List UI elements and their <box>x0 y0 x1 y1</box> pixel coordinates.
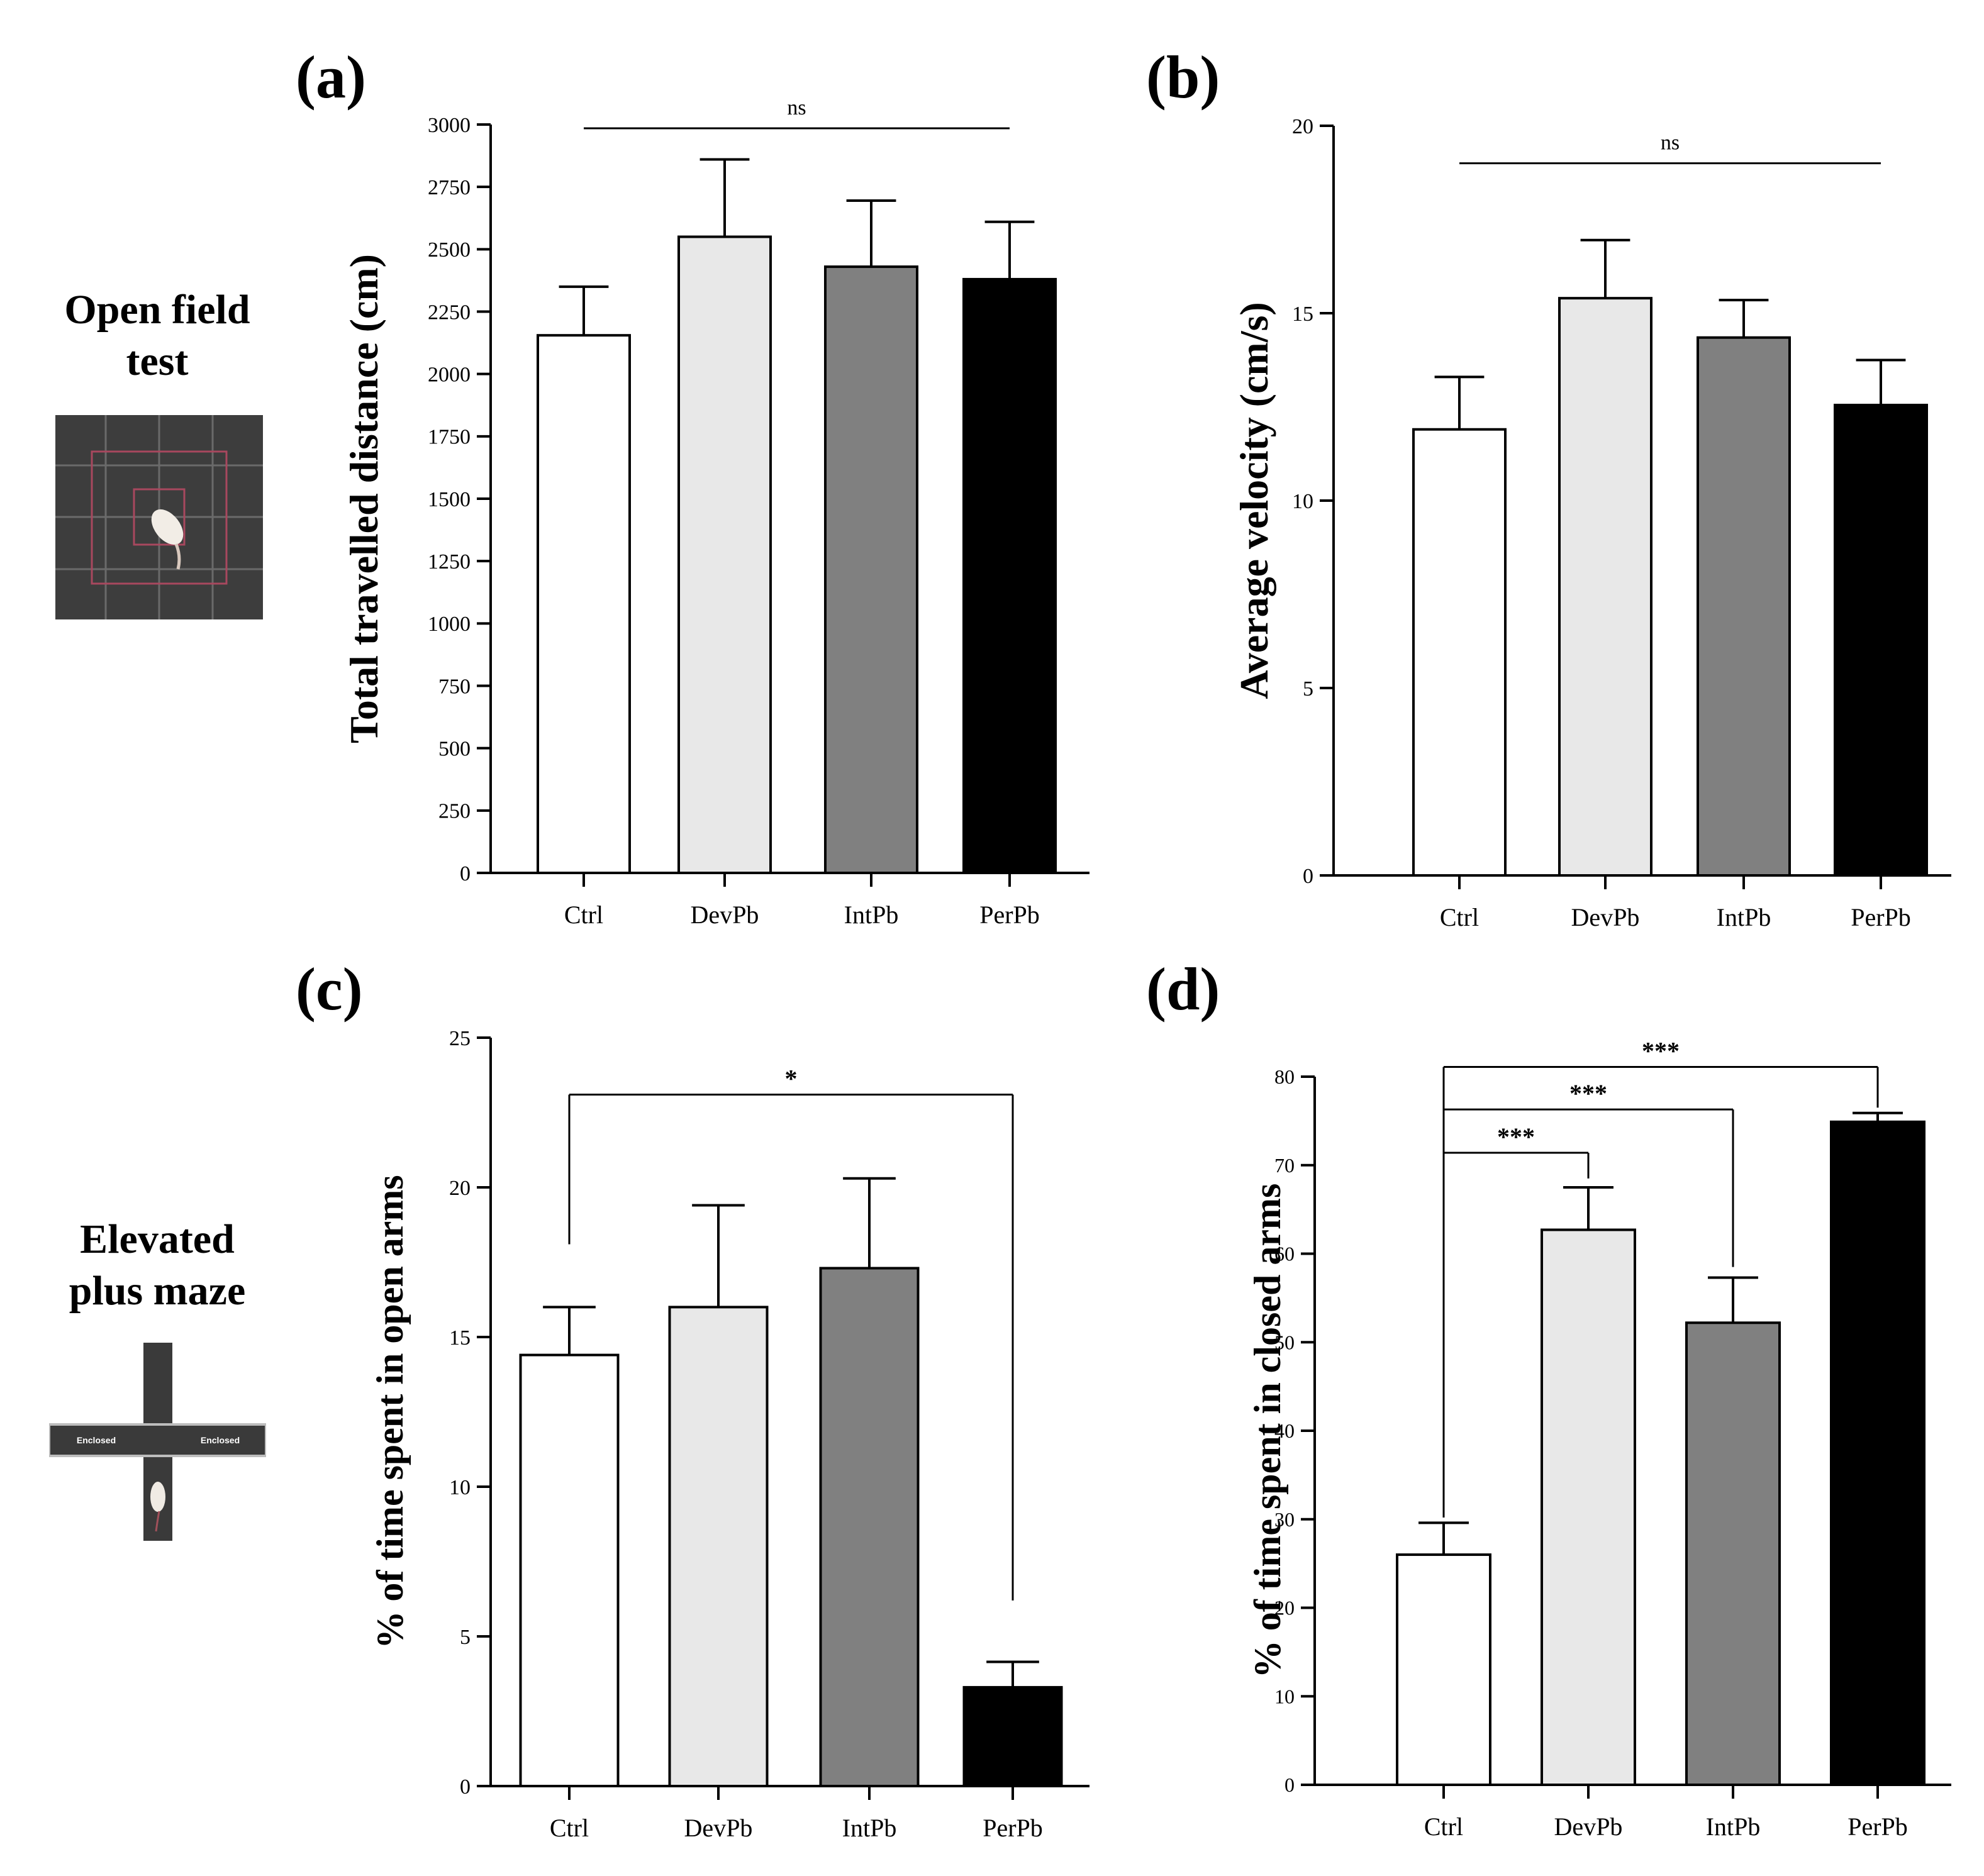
epm-arm-right-label: Enclosed <box>201 1435 240 1445</box>
x-tick-label: PerPb <box>1851 903 1911 931</box>
open-field-arena-image <box>55 415 263 619</box>
chart-panel-d: (d) % of time spent in closed arms 0 10 20 30… <box>1146 955 1951 1841</box>
x-tick-label: PerPb <box>1847 1812 1908 1841</box>
y-axis-label: % of time spent in closed arms <box>1247 1184 1288 1679</box>
bar-intpb <box>824 265 918 875</box>
y-tick-label: 2500 <box>428 238 471 262</box>
x-tick-label: Ctrl <box>550 1814 589 1842</box>
panel-letter: (b) <box>1146 43 1220 111</box>
bar-ctrl <box>537 334 631 874</box>
x-tick-label: DevPb <box>691 901 759 929</box>
y-tick-label: 1000 <box>428 613 471 636</box>
y-tick-label: 25 <box>449 1027 471 1050</box>
chart-panel-a: (a) Total travelled distance (cm) 0 250 500 7… <box>296 43 1090 929</box>
y-tick-label: 1750 <box>428 426 471 449</box>
y-tick-label: 10 <box>1274 1685 1295 1707</box>
significance-label: ns <box>1661 131 1680 155</box>
epm-arm-left-label: Enclosed <box>77 1435 116 1445</box>
y-tick-label: 0 <box>460 862 471 885</box>
y-tick-label: 1250 <box>428 550 471 574</box>
open-field-label: Open field test <box>25 284 289 387</box>
y-tick-label: 500 <box>438 738 471 761</box>
y-tick-label: 2250 <box>428 301 471 324</box>
chart-panel-c: (c) % of time spent in open arms 0 5 10 15 20 2… <box>296 955 1090 1842</box>
y-tick-label: 0 <box>1285 1773 1295 1796</box>
x-tick-label: DevPb <box>684 1814 753 1842</box>
bar-devpb <box>1558 297 1652 877</box>
x-tick-label: PerPb <box>983 1814 1043 1842</box>
significance-label: * <box>785 1064 798 1092</box>
x-tick-label: PerPb <box>979 901 1040 929</box>
significance-label: *** <box>1569 1079 1607 1107</box>
bar-perpb <box>962 277 1057 874</box>
y-tick-label: 2000 <box>428 364 471 387</box>
bar-perpb <box>1830 1120 1925 1787</box>
y-tick-label: 15 <box>1292 302 1313 326</box>
y-tick-label: 1500 <box>428 488 471 511</box>
y-tick-label: 80 <box>1274 1065 1295 1088</box>
y-tick-label: 250 <box>438 800 471 823</box>
elevated-plus-maze-image: Enclosed Enclosed <box>49 1343 266 1541</box>
bar-intpb <box>1697 336 1791 877</box>
y-tick-label: 10 <box>1292 490 1313 513</box>
y-tick-label: 20 <box>1274 1597 1295 1619</box>
y-tick-label: 5 <box>460 1626 471 1649</box>
bar-perpb <box>962 1685 1063 1788</box>
y-tick-label: 20 <box>449 1177 471 1200</box>
bar-intpb <box>819 1267 920 1787</box>
x-tick-label: IntPb <box>1706 1812 1761 1841</box>
epm-label: Elevated plus maze <box>25 1214 289 1317</box>
bar-devpb <box>1541 1228 1636 1786</box>
epm-label-line2: plus maze <box>69 1268 246 1314</box>
x-tick-label: IntPb <box>844 901 899 929</box>
y-axis-label: Total travelled distance (cm) <box>342 254 386 743</box>
y-tick-label: 5 <box>1303 677 1313 701</box>
y-tick-label: 0 <box>1303 865 1313 888</box>
y-tick-label: 2750 <box>428 176 471 199</box>
chart-panel-b: (b) Average velocity (cm/s) 0 5 10 15 20 Ctrl De… <box>1146 43 1951 931</box>
x-tick-label: Ctrl <box>1440 903 1479 931</box>
bar-intpb <box>1685 1321 1781 1786</box>
x-tick-label: Ctrl <box>1424 1812 1463 1841</box>
x-tick-label: DevPb <box>1554 1812 1623 1841</box>
x-tick-label: IntPb <box>842 1814 897 1842</box>
y-tick-label: 15 <box>449 1326 471 1350</box>
y-tick-label: 70 <box>1274 1154 1295 1177</box>
y-tick-label: 0 <box>460 1775 471 1799</box>
epm-label-line1: Elevated <box>80 1216 235 1262</box>
significance-label: ns <box>787 96 806 119</box>
y-axis-label: % of time spent in open arms <box>369 1175 411 1648</box>
y-tick-label: 3000 <box>428 114 471 137</box>
open-field-label-line2: test <box>126 338 189 384</box>
y-tick-label: 10 <box>449 1476 471 1499</box>
panel-letter: (a) <box>296 43 366 111</box>
y-tick-label: 50 <box>1274 1331 1295 1353</box>
bar-ctrl <box>1396 1553 1491 1786</box>
bar-ctrl <box>1412 428 1507 877</box>
y-tick-label: 30 <box>1274 1508 1295 1531</box>
y-axis-label: Average velocity (cm/s) <box>1232 302 1276 699</box>
x-tick-label: IntPb <box>1717 903 1771 931</box>
y-tick-label: 40 <box>1274 1419 1295 1442</box>
bar-perpb <box>1834 404 1928 877</box>
y-tick-label: 60 <box>1274 1243 1295 1265</box>
bar-devpb <box>677 235 772 874</box>
x-tick-label: Ctrl <box>564 901 603 929</box>
bar-devpb <box>668 1306 769 1787</box>
x-tick-label: DevPb <box>1571 903 1640 931</box>
panel-letter: (c) <box>296 955 363 1023</box>
panel-letter: (d) <box>1146 955 1220 1023</box>
y-tick-label: 750 <box>438 675 471 698</box>
bar-ctrl <box>519 1353 620 1787</box>
y-tick-label: 20 <box>1292 115 1313 138</box>
significance-label: *** <box>1497 1123 1535 1151</box>
significance-label: *** <box>1642 1037 1680 1065</box>
open-field-label-line1: Open field <box>64 287 250 333</box>
